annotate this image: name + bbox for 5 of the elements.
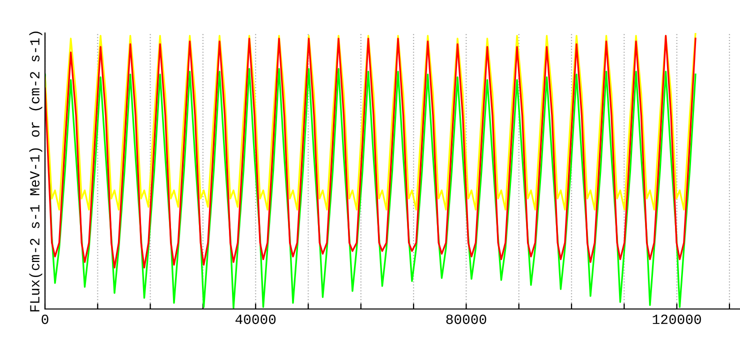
x-tick-label: 120000 (652, 314, 701, 324)
y-axis-title: FLux(cm-2 s-1 MeV-1) or (cm-2 s-1) (29, 32, 42, 312)
x-tick-label: 80000 (446, 314, 486, 324)
x-tick-label: 0 (42, 314, 48, 324)
x-tick-label: 40000 (235, 314, 276, 324)
